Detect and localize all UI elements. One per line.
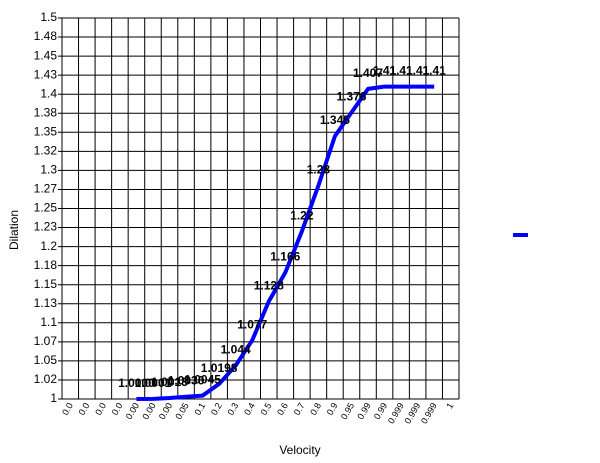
y-tick-label: 1.25 (34, 201, 58, 215)
data-label: 1.0030 (168, 374, 205, 388)
y-tick-label: 1.32 (34, 144, 58, 158)
data-label: 1.28 (307, 163, 331, 177)
y-tick-label: 1.07 (34, 334, 58, 348)
x-tick-label: 0.2 (209, 401, 224, 417)
y-tick-label: 1.45 (34, 48, 58, 62)
y-tick-label: 1.05 (34, 353, 58, 367)
data-label: 1.0001 (135, 376, 172, 390)
x-tick-label: 0.1 (192, 401, 207, 417)
data-label: 1.41 (423, 64, 447, 78)
data-label: 1.0000 (118, 376, 155, 390)
y-tick-label: 1.1 (40, 315, 57, 329)
x-tick-label: 0.00 (124, 401, 141, 421)
y-tick-label: 1.43 (34, 67, 58, 81)
x-tick-label: 1 (444, 401, 455, 410)
x-tick-label: 0.99 (355, 401, 372, 421)
y-tick-label: 1.27 (34, 182, 58, 196)
x-tick-label: 0.0 (77, 401, 92, 417)
data-label: 1.166 (270, 250, 300, 264)
data-label: 1.0013 (151, 375, 188, 389)
y-tick-label: 1.5 (40, 10, 57, 24)
y-tick-label: 1.35 (34, 124, 58, 138)
data-label: 1.044 (221, 342, 251, 356)
x-tick-label: 0.8 (308, 401, 323, 417)
data-label: 1.22 (290, 208, 314, 222)
y-tick-label: 1.38 (34, 105, 58, 119)
data-label: 1.376 (336, 89, 366, 103)
x-tick-label: 0.4 (242, 401, 257, 417)
x-axis-title: Velocity (279, 443, 320, 457)
y-tick-label: 1.4 (40, 86, 57, 100)
y-tick-label: 1.48 (34, 29, 58, 43)
x-tick-label: 0.6 (275, 401, 290, 417)
y-tick-label: 1.15 (34, 277, 58, 291)
y-tick-label: 1.02 (34, 372, 58, 386)
data-label: 1.407 (353, 66, 383, 80)
y-tick-label: 1.13 (34, 296, 58, 310)
y-tick-label: 1.18 (34, 258, 58, 272)
data-line (136, 84, 435, 401)
x-tick-label: 0.999 (419, 401, 439, 426)
x-tick-label: 0.7 (292, 401, 307, 417)
legend-swatch (513, 233, 528, 237)
y-tick-label: 1.2 (40, 239, 57, 253)
x-tick-label: 0.5 (259, 401, 274, 417)
y-tick-label: 1.3 (40, 163, 57, 177)
data-label: 1.0198 (201, 361, 238, 375)
x-tick-label: 0.0 (60, 401, 75, 417)
y-tick-label: 1.23 (34, 220, 58, 234)
x-tick-label: 0.00 (157, 401, 174, 421)
data-label: 1.41 (373, 64, 397, 78)
x-tick-label: 0.00 (140, 401, 157, 421)
x-tick-label: 0.9 (325, 401, 340, 417)
x-tick-label: 0.0 (93, 401, 108, 417)
data-label: 1.128 (254, 278, 284, 292)
data-label: 1.41 (406, 64, 430, 78)
data-label: 1.345 (320, 113, 350, 127)
data-label: 1.41 (389, 64, 413, 78)
data-label: 1.077 (237, 317, 267, 331)
y-axis-title: Dilation (7, 210, 21, 250)
x-tick-label: 0.0 (110, 401, 125, 417)
data-label: 1.0045 (184, 373, 221, 387)
x-tick-label: 0.95 (339, 401, 356, 421)
x-tick-label: 0.3 (226, 401, 241, 417)
y-tick-label: 1 (50, 391, 57, 405)
x-tick-label: 0.05 (173, 401, 190, 421)
